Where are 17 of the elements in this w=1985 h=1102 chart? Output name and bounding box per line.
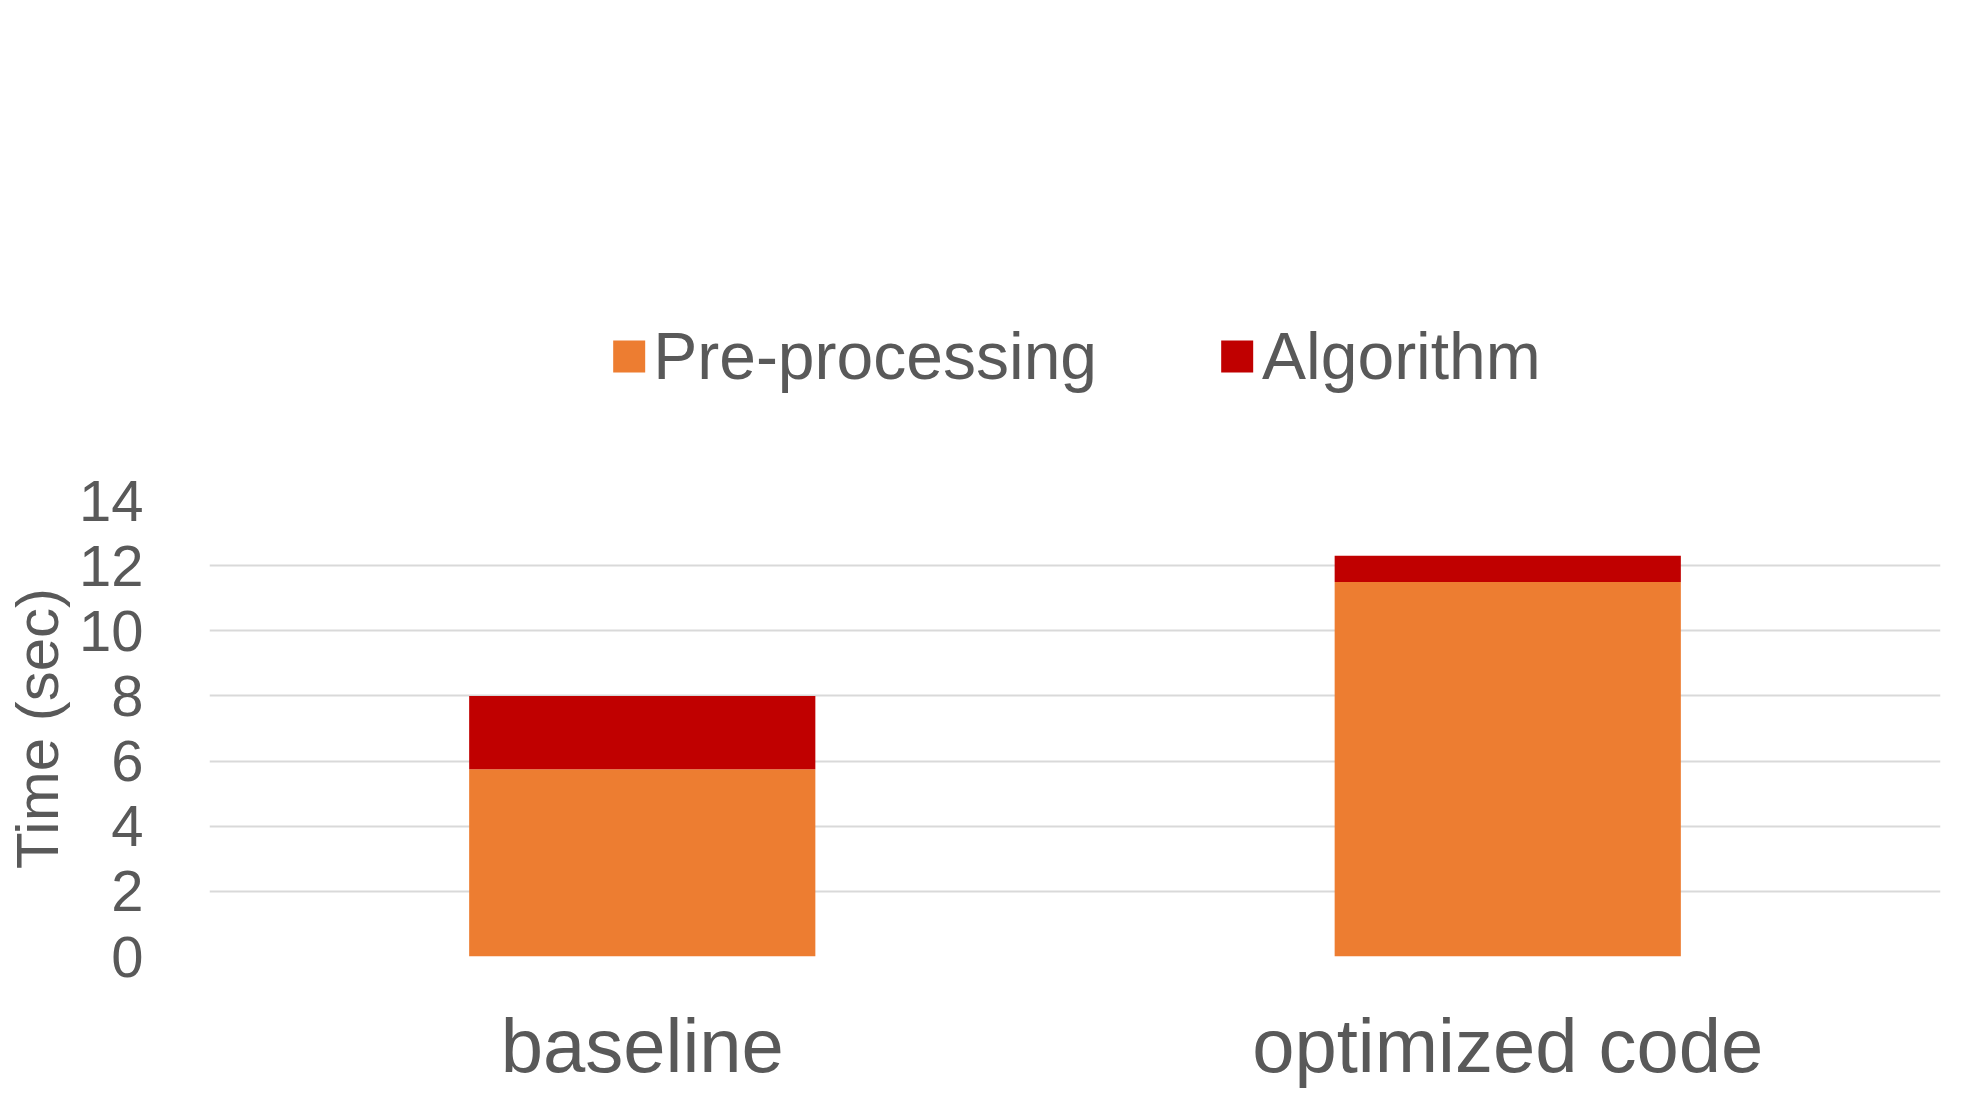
bar [469, 769, 816, 957]
bar [469, 695, 816, 770]
y-tick-label: 12 [78, 532, 144, 598]
legend-label: Pre-processing [653, 318, 1098, 394]
bar [1334, 581, 1681, 957]
y-tick-label: 6 [111, 728, 144, 794]
y-tick-label: 10 [78, 597, 144, 663]
y-tick-label: 0 [111, 923, 144, 989]
bar [1334, 555, 1681, 582]
y-tick-label: 14 [78, 467, 144, 533]
y-axis-title: Time (sec) [3, 587, 71, 870]
legend-label: Algorithm [1262, 318, 1541, 394]
x-tick-label: optimized code [1252, 1002, 1764, 1088]
y-tick-label: 8 [111, 662, 144, 728]
x-tick-label: baseline [500, 1002, 784, 1088]
y-tick-label: 4 [111, 793, 144, 859]
y-tick-label: 2 [111, 858, 144, 924]
